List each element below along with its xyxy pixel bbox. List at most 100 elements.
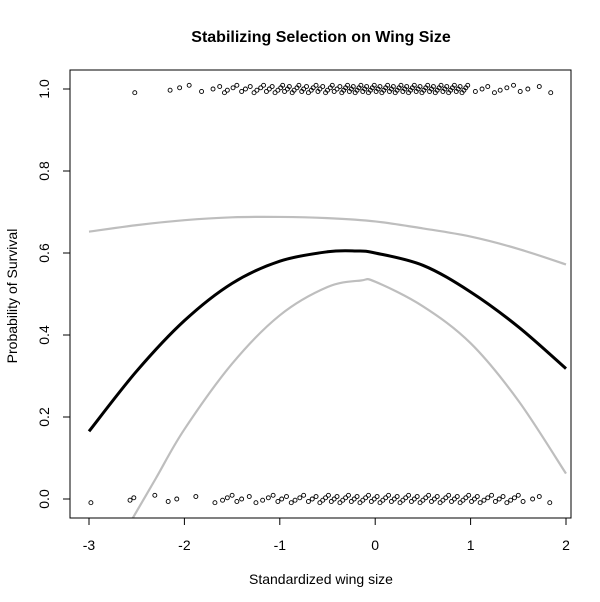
data-point-survived bbox=[358, 82, 364, 88]
data-point-died bbox=[508, 497, 514, 503]
data-point-survived bbox=[325, 87, 330, 93]
data-point-survived bbox=[425, 82, 431, 88]
data-point-survived bbox=[404, 84, 410, 89]
data-point-died bbox=[463, 495, 469, 501]
data-point-died bbox=[474, 494, 480, 499]
fitted-curve bbox=[87, 249, 567, 433]
data-point-died bbox=[383, 495, 389, 501]
x-tick-label: 1 bbox=[467, 537, 475, 553]
data-point-died bbox=[440, 497, 446, 503]
x-tick-label: -2 bbox=[178, 537, 191, 553]
data-point-survived bbox=[472, 89, 478, 94]
data-point-died bbox=[512, 495, 517, 501]
data-point-died bbox=[391, 496, 397, 502]
x-tick-label: -1 bbox=[274, 537, 287, 553]
data-point-survived bbox=[430, 84, 436, 89]
data-point-survived bbox=[350, 84, 356, 89]
y-axis: 0.0 0.2 0.4 0.6 0.8 1.0 bbox=[36, 79, 71, 509]
data-point-died bbox=[337, 500, 343, 506]
data-point-died bbox=[288, 500, 294, 506]
data-point-died bbox=[340, 497, 346, 503]
data-point-died bbox=[431, 496, 437, 502]
data-point-died bbox=[346, 492, 351, 498]
data-point-died bbox=[292, 497, 298, 503]
data-point-survived bbox=[385, 82, 391, 88]
data-point-died bbox=[348, 499, 354, 504]
data-point-died bbox=[423, 495, 429, 501]
data-point-died bbox=[451, 496, 457, 502]
data-point-survived bbox=[251, 90, 257, 96]
data-point-died bbox=[434, 494, 440, 499]
data-point-survived bbox=[329, 82, 335, 88]
x-tick-label: -3 bbox=[83, 537, 96, 553]
y-tick-label: 0.6 bbox=[36, 243, 52, 263]
data-point-died bbox=[420, 497, 426, 503]
data-point-died bbox=[368, 499, 374, 504]
data-point-died bbox=[131, 495, 137, 501]
data-point-died bbox=[165, 499, 171, 504]
data-point-died bbox=[328, 499, 334, 504]
data-point-died bbox=[334, 494, 340, 499]
data-point-survived bbox=[301, 86, 307, 92]
y-tick-label: 0.4 bbox=[36, 325, 52, 345]
x-axis-label: Standardized wing size bbox=[249, 571, 393, 587]
confidence-upper-curve bbox=[88, 215, 567, 266]
data-point-survived bbox=[334, 86, 340, 92]
data-point-died bbox=[377, 500, 383, 506]
data-point-died bbox=[481, 497, 487, 503]
data-point-died bbox=[547, 500, 553, 506]
data-point-died bbox=[220, 497, 226, 503]
data-point-survived bbox=[186, 82, 192, 88]
data-point-died bbox=[239, 496, 245, 502]
y-tick-label: 0.0 bbox=[36, 489, 52, 509]
data-point-died bbox=[260, 497, 266, 503]
data-point-died bbox=[403, 495, 409, 501]
data-point-survived bbox=[247, 84, 253, 89]
data-point-died bbox=[301, 492, 307, 498]
data-point-survived bbox=[511, 82, 516, 88]
data-point-survived bbox=[492, 90, 497, 96]
data-point-survived bbox=[444, 84, 450, 89]
data-point-died bbox=[417, 500, 423, 506]
data-point-died bbox=[265, 495, 271, 501]
data-point-died bbox=[380, 497, 386, 503]
data-point-died bbox=[320, 497, 326, 503]
data-point-died bbox=[284, 494, 289, 499]
data-point-died bbox=[520, 499, 526, 504]
data-point-survived bbox=[258, 85, 264, 91]
data-point-survived bbox=[536, 84, 542, 89]
data-point-survived bbox=[305, 90, 311, 96]
data-point-died bbox=[279, 496, 285, 502]
data-point-survived bbox=[337, 84, 343, 89]
data-point-survived bbox=[451, 82, 457, 88]
data-point-died bbox=[297, 495, 303, 501]
data-point-died bbox=[174, 496, 180, 502]
data-point-died bbox=[477, 500, 483, 506]
data-point-died bbox=[388, 499, 394, 504]
data-point-died bbox=[317, 500, 323, 506]
data-point-died bbox=[429, 499, 434, 504]
data-point-survived bbox=[261, 82, 267, 88]
data-point-survived bbox=[254, 87, 260, 93]
data-point-survived bbox=[217, 84, 223, 89]
data-point-survived bbox=[282, 89, 288, 94]
data-point-survived bbox=[364, 84, 370, 89]
data-point-died bbox=[406, 492, 412, 498]
y-tick-label: 0.2 bbox=[36, 407, 52, 427]
data-point-survived bbox=[167, 87, 173, 93]
y-tick-label: 0.8 bbox=[36, 161, 52, 181]
data-point-survived bbox=[317, 86, 323, 92]
data-point-died bbox=[275, 499, 281, 504]
data-point-survived bbox=[517, 89, 523, 94]
data-point-died bbox=[500, 494, 506, 499]
data-point-died bbox=[414, 494, 420, 499]
data-point-survived bbox=[239, 89, 245, 94]
data-point-died bbox=[454, 494, 460, 499]
data-point-survived bbox=[296, 82, 302, 88]
data-point-died bbox=[386, 492, 392, 498]
data-point-survived bbox=[210, 86, 216, 92]
data-point-died bbox=[357, 500, 363, 506]
data-point-died bbox=[485, 495, 491, 501]
data-point-died bbox=[152, 492, 158, 498]
data-point-died bbox=[397, 500, 403, 506]
